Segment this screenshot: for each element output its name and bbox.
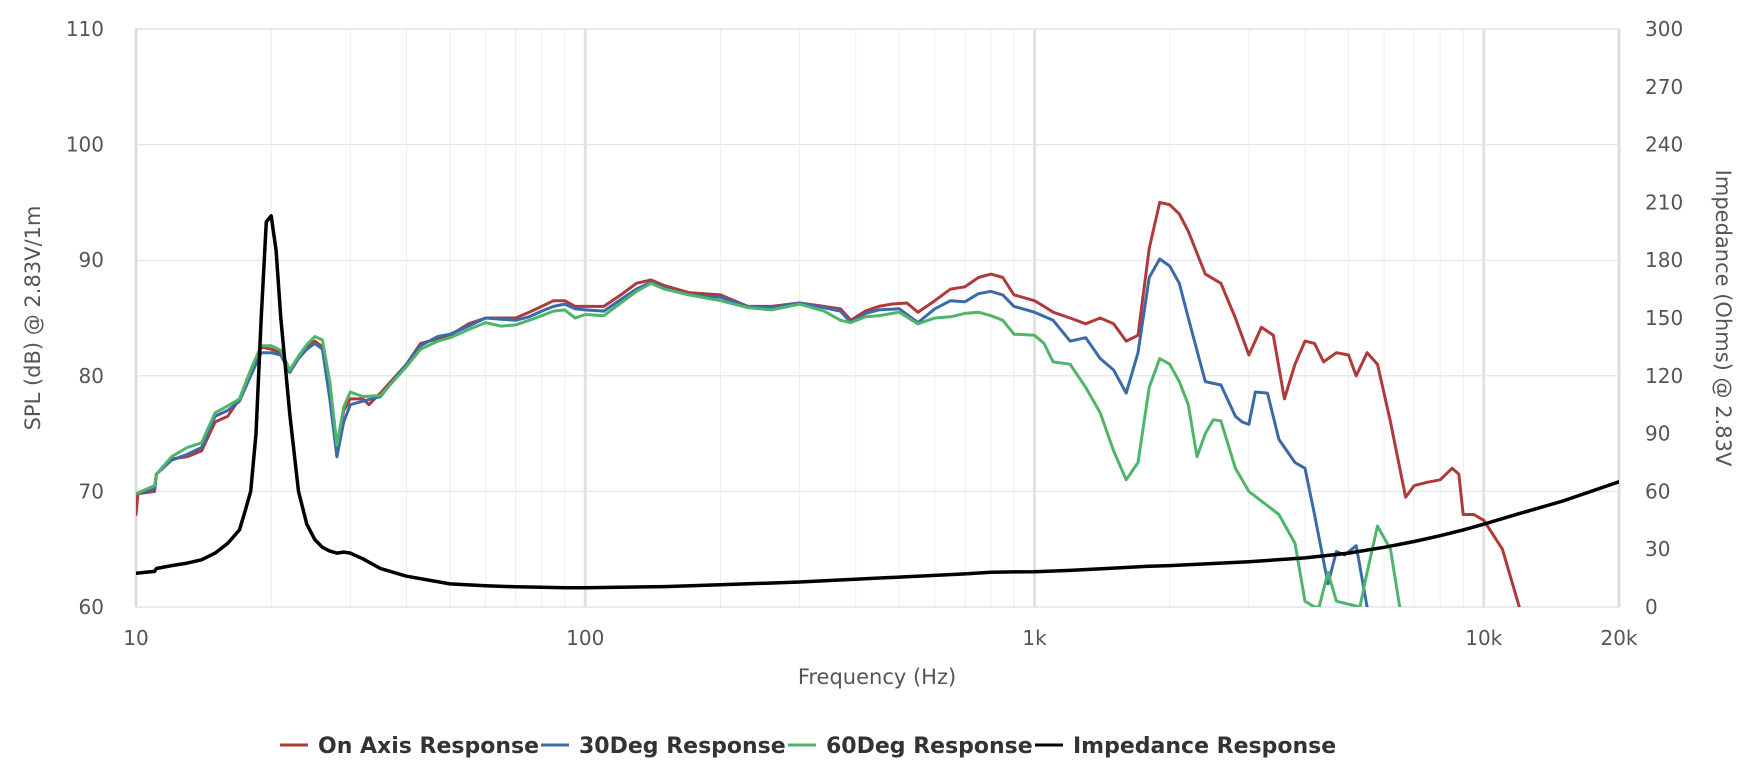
y2-tick-label: 120: [1645, 364, 1683, 388]
y-axis-ticks: 60 70 80 90 100 110: [66, 17, 104, 619]
y-tick-label: 100: [66, 133, 104, 157]
grid: [134, 28, 1621, 608]
series-line-60deg-response: [136, 281, 1402, 607]
y2-tick-label: 30: [1645, 537, 1670, 561]
y2-tick-label: 150: [1645, 306, 1683, 330]
y2-tick-label: 60: [1645, 479, 1670, 503]
y-tick-label: 60: [79, 595, 104, 619]
y2-tick-label: 300: [1645, 17, 1683, 41]
y2-axis-title: Impedance (Ohms) @ 2.83V: [1711, 170, 1735, 467]
y-tick-label: 90: [79, 248, 104, 272]
x-tick-label: 10: [123, 626, 148, 650]
x-tick-label: 1k: [1022, 626, 1047, 650]
y2-tick-label: 90: [1645, 422, 1670, 446]
legend-item[interactable]: On Axis Response: [280, 734, 539, 759]
x-tick-label: 10k: [1465, 626, 1502, 650]
legend-item[interactable]: 30Deg Response: [541, 734, 786, 759]
legend-label: On Axis Response: [318, 734, 539, 759]
y-tick-label: 80: [79, 364, 104, 388]
legend: On Axis Response 30Deg Response 60Deg Resp…: [280, 734, 1336, 759]
legend-label: Impedance Response: [1073, 734, 1336, 759]
series-lines: [136, 200, 1619, 607]
legend-item[interactable]: Impedance Response: [1035, 734, 1336, 759]
y-tick-label: 110: [66, 17, 104, 41]
y2-tick-label: 240: [1645, 133, 1683, 157]
x-tick-label: 20k: [1600, 626, 1637, 650]
x-tick-label: 100: [566, 626, 604, 650]
y2-axis-ticks: 0 30 60 90 120 150 180 210 240 270 300: [1645, 17, 1683, 619]
legend-item[interactable]: 60Deg Response: [788, 734, 1033, 759]
series-line-30deg-response: [136, 257, 1369, 607]
legend-label: 30Deg Response: [579, 734, 786, 759]
legend-label: 60Deg Response: [826, 734, 1033, 759]
series-line-impedance-response: [136, 214, 1619, 590]
y2-tick-label: 210: [1645, 190, 1683, 214]
plot-area-border: [135, 28, 1620, 608]
x-axis-ticks: 10 100 1k 10k 20k: [123, 626, 1638, 650]
series-line-on-axis-response: [136, 200, 1521, 607]
x-axis-title: Frequency (Hz): [798, 665, 956, 689]
y-tick-label: 70: [79, 479, 104, 503]
y-axis-title: SPL (dB) @ 2.83V/1m: [21, 206, 45, 431]
y2-tick-label: 180: [1645, 248, 1683, 272]
y2-tick-label: 0: [1645, 595, 1658, 619]
y2-tick-label: 270: [1645, 75, 1683, 99]
